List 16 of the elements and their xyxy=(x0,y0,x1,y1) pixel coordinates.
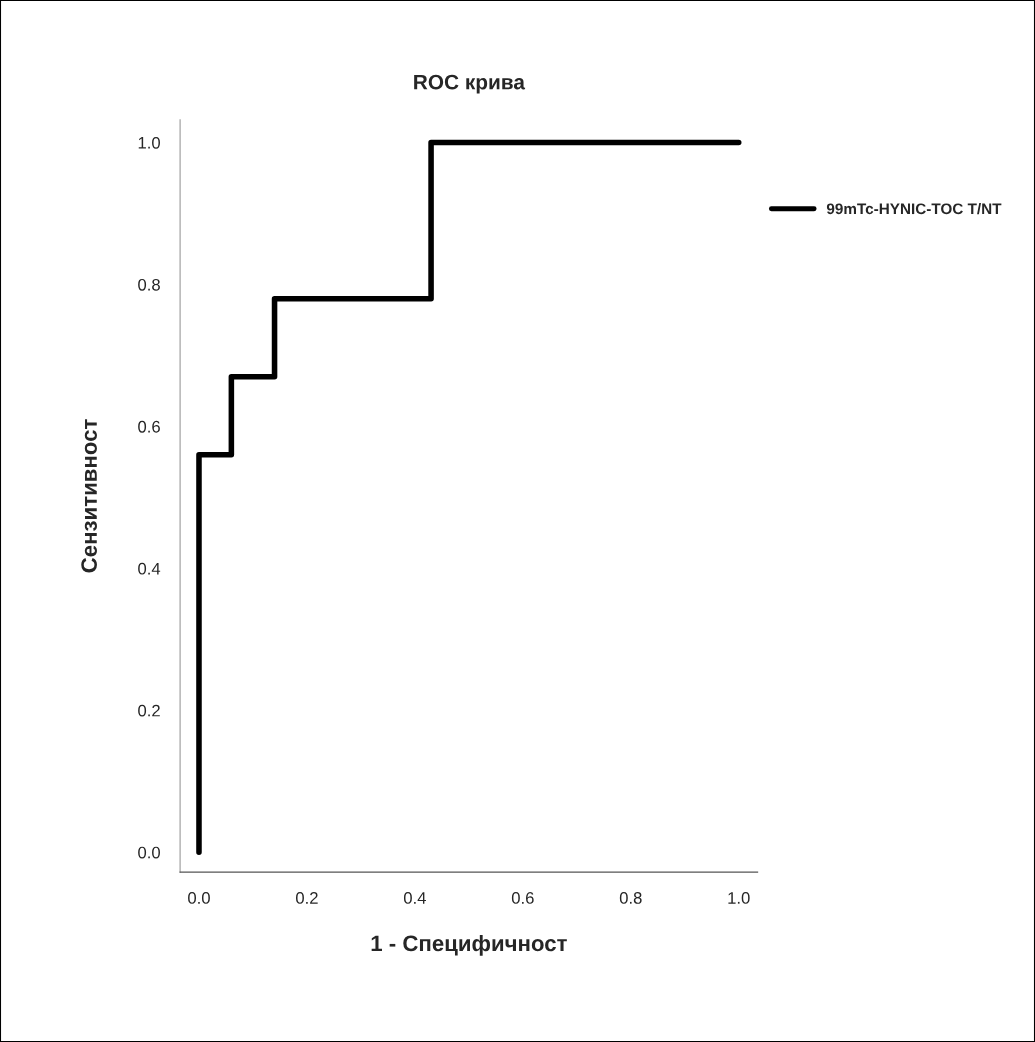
y-tick-label: 0.4 xyxy=(138,562,161,575)
x-tick-label: 0.8 xyxy=(619,892,642,904)
y-tick-label: 0.2 xyxy=(138,704,160,717)
x-axis-title: 1 - Специфичност xyxy=(371,934,567,956)
y-tick-label: 0.0 xyxy=(138,846,160,859)
y-axis-title: Сензитивност xyxy=(81,419,97,573)
y-tick-label: 1.0 xyxy=(138,136,160,149)
chart-title: ROC крива xyxy=(414,74,526,94)
legend-label: 99mTc-HYNIC-TOC T/NT xyxy=(826,202,1002,215)
x-tick-label: 0.2 xyxy=(296,892,318,904)
y-tick-label: 0.8 xyxy=(138,278,160,291)
x-tick-label: 0.0 xyxy=(188,892,210,904)
y-tick-label: 0.6 xyxy=(138,420,160,433)
x-tick-label: 0.4 xyxy=(403,892,426,904)
x-tick-label: 1.0 xyxy=(728,892,750,904)
x-tick-label: 0.6 xyxy=(511,892,534,904)
